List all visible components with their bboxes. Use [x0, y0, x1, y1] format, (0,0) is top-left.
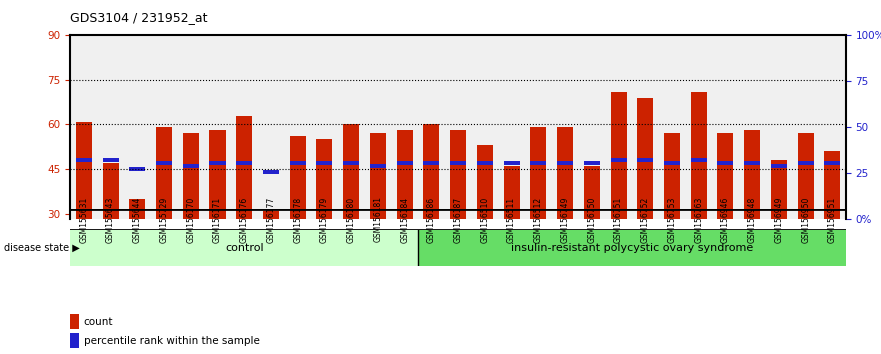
Text: count: count: [84, 317, 113, 327]
Bar: [424, 125, 440, 219]
Bar: [504, 161, 520, 165]
Text: GSM155631: GSM155631: [79, 196, 88, 242]
Text: GSM156948: GSM156948: [748, 196, 757, 242]
Text: GSM156951: GSM156951: [828, 196, 837, 242]
Bar: [396, 161, 412, 165]
Bar: [344, 161, 359, 165]
Bar: [236, 115, 252, 219]
Bar: [611, 92, 626, 219]
Text: GSM156751: GSM156751: [614, 196, 623, 242]
Text: GSM156752: GSM156752: [640, 196, 650, 242]
Bar: [664, 133, 680, 219]
FancyBboxPatch shape: [418, 230, 846, 266]
Bar: [450, 161, 466, 165]
Bar: [637, 158, 654, 162]
Bar: [370, 164, 386, 168]
Text: GSM155644: GSM155644: [133, 196, 142, 243]
Text: GSM156512: GSM156512: [534, 196, 543, 242]
Bar: [691, 92, 707, 219]
Text: GSM156176: GSM156176: [240, 196, 248, 242]
Bar: [70, 333, 79, 348]
Bar: [236, 161, 252, 165]
Bar: [424, 161, 440, 165]
Text: GSM156181: GSM156181: [374, 196, 382, 242]
Bar: [744, 130, 760, 219]
Text: GSM156950: GSM156950: [801, 196, 811, 243]
Text: GSM156177: GSM156177: [266, 196, 276, 242]
Bar: [825, 161, 840, 165]
Text: disease state ▶: disease state ▶: [4, 243, 80, 253]
Text: GSM156510: GSM156510: [480, 196, 489, 242]
Bar: [102, 163, 119, 219]
Bar: [584, 161, 600, 165]
Text: GSM156763: GSM156763: [694, 196, 703, 243]
Bar: [130, 167, 145, 171]
Bar: [290, 161, 306, 165]
Bar: [744, 161, 760, 165]
Text: GSM156184: GSM156184: [400, 196, 409, 242]
Text: GSM156171: GSM156171: [213, 196, 222, 242]
Text: control: control: [225, 243, 263, 253]
Text: GSM156186: GSM156186: [427, 196, 436, 242]
Bar: [557, 127, 573, 219]
Bar: [504, 166, 520, 219]
Bar: [396, 130, 412, 219]
Bar: [797, 133, 814, 219]
Text: GDS3104 / 231952_at: GDS3104 / 231952_at: [70, 11, 208, 24]
Bar: [530, 127, 546, 219]
Bar: [344, 125, 359, 219]
Text: GSM156178: GSM156178: [293, 196, 302, 242]
Bar: [263, 170, 279, 174]
Text: GSM156949: GSM156949: [774, 196, 783, 243]
Text: GSM155643: GSM155643: [106, 196, 115, 243]
Bar: [316, 161, 332, 165]
Bar: [76, 158, 92, 162]
Text: percentile rank within the sample: percentile rank within the sample: [84, 336, 260, 346]
Bar: [370, 133, 386, 219]
Bar: [156, 161, 172, 165]
Bar: [771, 164, 787, 168]
Bar: [477, 161, 492, 165]
Bar: [156, 127, 172, 219]
Bar: [717, 161, 734, 165]
Bar: [691, 158, 707, 162]
Bar: [717, 133, 734, 219]
Text: GSM156170: GSM156170: [186, 196, 196, 242]
Bar: [182, 133, 199, 219]
Bar: [210, 130, 226, 219]
Bar: [557, 161, 573, 165]
Bar: [76, 121, 92, 219]
Bar: [825, 151, 840, 219]
Bar: [637, 98, 654, 219]
Bar: [316, 139, 332, 219]
FancyBboxPatch shape: [70, 230, 418, 266]
Bar: [477, 145, 492, 219]
Bar: [102, 158, 119, 162]
Text: GSM156180: GSM156180: [347, 196, 356, 242]
Bar: [182, 164, 199, 168]
Text: GSM155729: GSM155729: [159, 196, 168, 242]
Text: GSM156187: GSM156187: [454, 196, 463, 242]
Bar: [263, 211, 279, 219]
Text: GSM156750: GSM156750: [588, 196, 596, 243]
Text: GSM156749: GSM156749: [560, 196, 569, 243]
Bar: [797, 161, 814, 165]
Bar: [210, 161, 226, 165]
Bar: [664, 161, 680, 165]
Text: GSM156511: GSM156511: [507, 196, 516, 242]
Text: GSM156946: GSM156946: [721, 196, 730, 243]
Text: GSM156179: GSM156179: [320, 196, 329, 242]
Bar: [530, 161, 546, 165]
Bar: [450, 130, 466, 219]
Text: GSM156753: GSM156753: [668, 196, 677, 243]
Bar: [290, 136, 306, 219]
Bar: [130, 199, 145, 219]
Bar: [584, 166, 600, 219]
Bar: [771, 160, 787, 219]
Text: insulin-resistant polycystic ovary syndrome: insulin-resistant polycystic ovary syndr…: [511, 243, 753, 253]
Bar: [70, 314, 79, 329]
Bar: [611, 158, 626, 162]
